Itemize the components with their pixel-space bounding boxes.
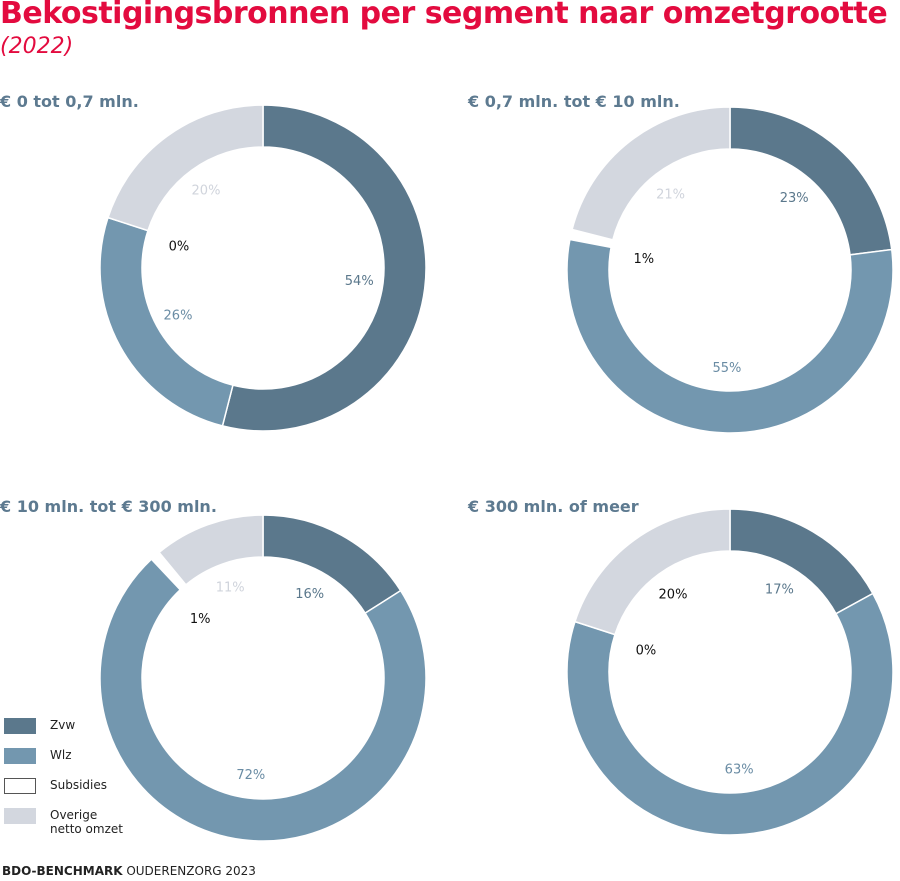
donut-2-segment-zvw	[729, 106, 893, 256]
donut-2-label-overige: 21%	[656, 187, 685, 202]
legend-item-overige: Overige netto omzet	[4, 808, 123, 838]
legend-label: Subsidies	[50, 778, 108, 792]
donut-3-segment-overige	[158, 514, 264, 586]
legend-label: Wlz	[50, 748, 72, 762]
legend-item-zvw: Zvw	[4, 718, 123, 748]
legend-swatch	[4, 778, 36, 794]
donut-2-segment-wlz	[566, 238, 894, 434]
donut-2-label-wlz: 55%	[713, 361, 742, 376]
footer: BDO-BENCHMARK OUDERENZORG 2023	[2, 864, 256, 878]
donut-3-label-overige: 11%	[216, 581, 245, 596]
donut-1-segment-overige	[107, 104, 264, 232]
donut-2-segment-subsidies	[569, 229, 613, 248]
segment-title-3: € 10 mln. tot € 300 mln.	[0, 497, 217, 516]
donut-4-segment-zvw	[729, 508, 874, 615]
legend-label-line1: Overige	[50, 808, 98, 822]
legend-label-line2: netto omzet	[50, 822, 123, 836]
donut-4-segment-overige	[574, 508, 731, 636]
donut-3-segment-wlz	[99, 558, 427, 842]
donut-1-label-zvw: 54%	[345, 274, 374, 289]
legend-swatch	[4, 748, 36, 764]
donut-3-segment-subsidies	[151, 552, 186, 590]
chart-title: Bekostigingsbronnen per segment naar omz…	[0, 0, 888, 31]
legend: Zvw Wlz Subsidies Overige netto omzet	[4, 718, 123, 838]
legend-item-subsidies: Subsidies	[4, 778, 123, 808]
donut-4-label-zvw: 17%	[765, 583, 794, 598]
legend-label: Zvw	[50, 718, 76, 732]
donut-1-segment-zvw	[221, 104, 427, 432]
legend-label: Overige netto omzet	[50, 808, 123, 836]
legend-swatch	[4, 808, 36, 824]
donut-1-label-subsidies: 0%	[169, 239, 190, 254]
footer-brand: BDO-BENCHMARK	[2, 864, 123, 878]
donut-1-label-overige: 20%	[192, 184, 221, 199]
donut-4-segment-wlz	[566, 592, 894, 836]
legend-item-wlz: Wlz	[4, 748, 123, 778]
segment-title-4: € 300 mln. of meer	[468, 497, 639, 516]
donut-3-label-wlz: 72%	[236, 768, 265, 783]
donut-4-label-subsidies: 0%	[636, 643, 657, 658]
donut-2-label-zvw: 23%	[780, 191, 809, 206]
donut-4-label-overige: 20%	[659, 588, 688, 603]
legend-swatch	[4, 718, 36, 734]
donut-3-segment-zvw	[262, 514, 402, 615]
donut-3-label-subsidies: 1%	[190, 612, 211, 627]
footer-text: OUDERENZORG 2023	[122, 864, 256, 878]
donut-3-label-zvw: 16%	[295, 587, 324, 602]
donut-4-label-wlz: 63%	[725, 763, 754, 778]
donut-2-label-subsidies: 1%	[633, 252, 654, 267]
segment-title-1: € 0 tot 0,7 mln.	[0, 92, 139, 111]
donut-1-label-wlz: 26%	[164, 309, 193, 324]
segment-title-2: € 0,7 mln. tot € 10 mln.	[468, 92, 680, 111]
donut-2-segment-overige	[571, 106, 731, 241]
chart-subtitle: (2022)	[0, 34, 74, 59]
